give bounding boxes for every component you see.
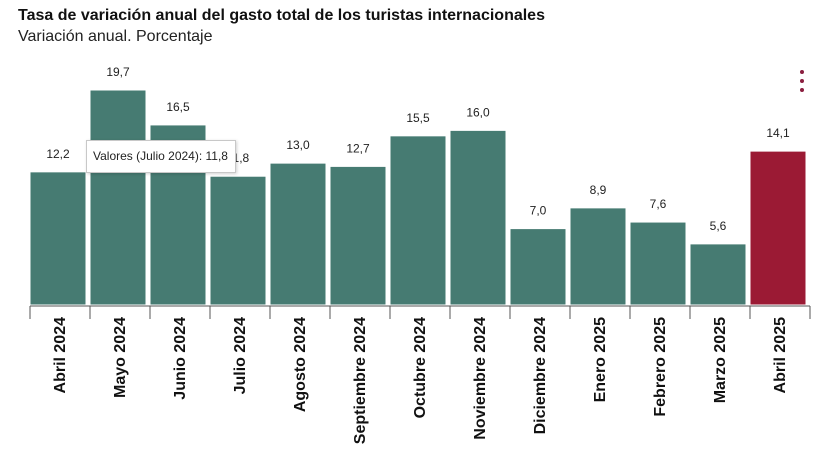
x-tick-label: Febrero 2025 [652, 317, 669, 417]
x-tick-label: Abril 2025 [772, 317, 789, 394]
bar[interactable] [569, 207, 627, 306]
data-label: 8,9 [590, 183, 607, 197]
bar[interactable] [509, 228, 567, 306]
bar[interactable] [389, 135, 447, 306]
bar[interactable] [449, 129, 507, 306]
x-tick-label: Diciembre 2024 [532, 317, 549, 435]
x-tick-label: Noviembre 2024 [472, 317, 489, 440]
data-label: 7,6 [650, 197, 667, 211]
x-tick-label: Enero 2025 [592, 317, 609, 402]
x-tick-label: Abril 2024 [52, 317, 69, 394]
data-label: 16,5 [166, 100, 190, 114]
data-label: 12,2 [46, 147, 70, 161]
tooltip: Valores (Julio 2024): 11,8 [86, 140, 236, 173]
x-tick-label: Septiembre 2024 [352, 317, 369, 444]
vertical-ellipsis-icon [800, 88, 804, 92]
bar[interactable] [749, 150, 807, 306]
x-tick-label: Mayo 2024 [112, 317, 129, 398]
x-tick-label: Octubre 2024 [412, 317, 429, 418]
bar[interactable] [329, 165, 387, 306]
data-label: 15,5 [406, 111, 430, 125]
data-label: 5,6 [710, 219, 727, 233]
bar[interactable] [209, 175, 267, 306]
data-label: 19,7 [106, 65, 130, 79]
x-axis: Abril 2024 Mayo 2024 Junio 2024 Julio 2024 A… [29, 305, 811, 444]
bar[interactable] [89, 89, 147, 306]
x-tick-label: Junio 2024 [172, 317, 189, 400]
vertical-ellipsis-icon [800, 70, 804, 74]
data-label: 16,0 [466, 105, 490, 119]
bar[interactable] [29, 171, 87, 306]
data-label: 7,0 [530, 204, 547, 218]
chart-menu-button[interactable] [796, 70, 808, 92]
bars [29, 89, 807, 306]
data-labels: 12,219,716,511,813,0 12,715,5 16,07,08,97,… [46, 65, 790, 233]
x-tick-label: Julio 2024 [232, 317, 249, 394]
x-tick-label: Agosto 2024 [292, 317, 309, 412]
bar[interactable] [689, 243, 747, 306]
bar[interactable] [629, 221, 687, 306]
vertical-ellipsis-icon [800, 79, 804, 83]
chart-title: Tasa de variación anual del gasto total … [18, 7, 545, 24]
data-label: 14,1 [766, 126, 790, 140]
bar[interactable] [269, 162, 327, 306]
chart-subtitle: Variación anual. Porcentaje [18, 28, 213, 45]
data-label: 12,7 [346, 141, 370, 155]
x-tick-label: Marzo 2025 [712, 317, 729, 403]
data-label: 13,0 [286, 138, 310, 152]
